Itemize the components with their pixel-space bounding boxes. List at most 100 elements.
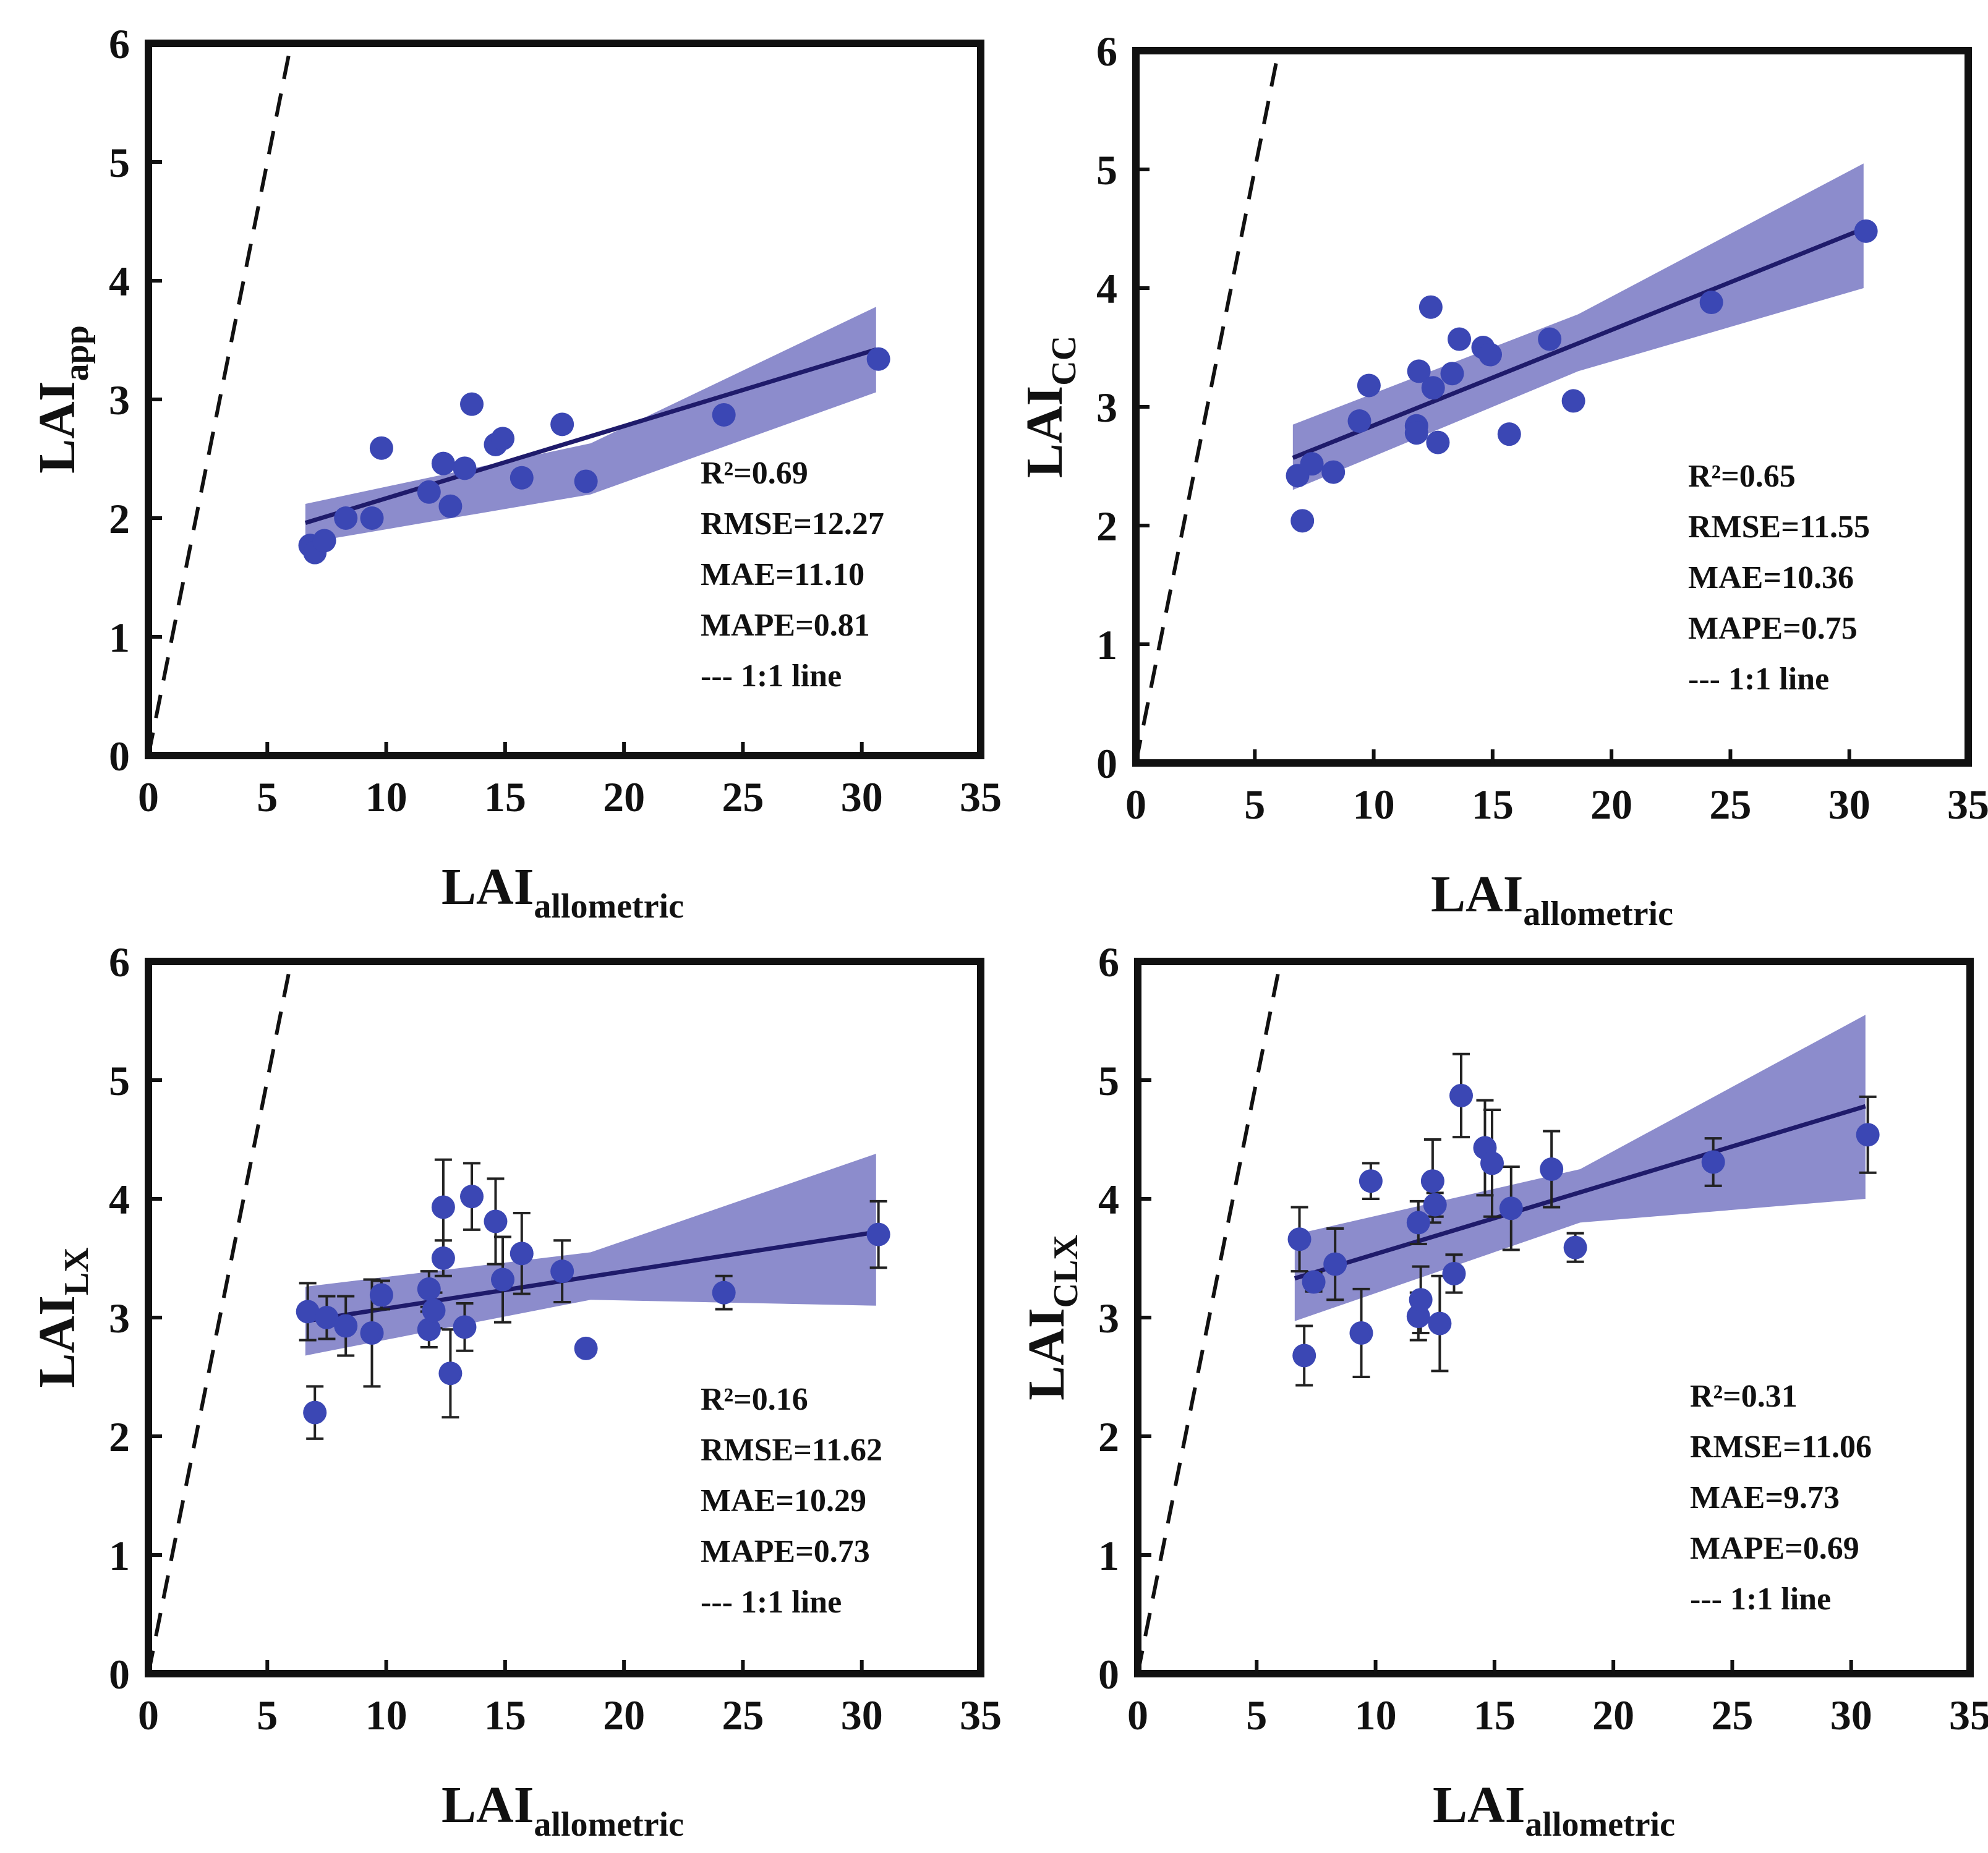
data-point — [866, 347, 890, 371]
stats-line: MAE=10.36 — [1688, 560, 1854, 595]
data-point — [1701, 1150, 1725, 1174]
data-point — [1448, 327, 1472, 351]
data-point — [1302, 1270, 1326, 1294]
data-point — [1426, 430, 1450, 454]
x-axis-label: LAIallometric — [442, 1776, 684, 1844]
x-tick-label: 5 — [1244, 781, 1265, 828]
y-axis-label: LAICLX — [1018, 1235, 1085, 1400]
x-tick-label: 30 — [1828, 781, 1871, 828]
data-point — [438, 1361, 463, 1386]
plot-area — [148, 961, 890, 1674]
stats-line: MAE=10.29 — [701, 1483, 866, 1519]
data-point — [422, 1298, 446, 1323]
x-tick-label: 35 — [960, 1692, 1002, 1739]
y-tick-label: 4 — [109, 258, 130, 305]
y-tick-label: 3 — [1096, 384, 1117, 431]
data-point — [334, 506, 358, 530]
panel-bottom-left: 0 5 10 15 20 25 30 350123456LAILXLAIallometricR… — [28, 939, 1002, 1844]
data-point — [431, 451, 455, 475]
y-tick-label: 3 — [109, 377, 130, 424]
data-point — [712, 1280, 736, 1305]
x-tick-label: 0 — [1127, 1692, 1148, 1739]
x-tick-label: 35 — [1947, 781, 1988, 828]
data-point — [1418, 295, 1443, 319]
confidence-band — [305, 307, 876, 543]
y-axis-label-main: LAI — [1018, 1308, 1075, 1400]
regression-line — [305, 1230, 877, 1324]
y-tick-label: 2 — [1096, 503, 1117, 550]
data-point — [1497, 422, 1521, 446]
confidence-band — [1294, 1015, 1866, 1321]
data-point — [1480, 1151, 1504, 1175]
data-point — [1421, 376, 1445, 400]
y-axis-label: LAIapp — [28, 325, 96, 474]
y-tick-label: 4 — [109, 1176, 130, 1223]
y-tick-label: 6 — [1096, 28, 1117, 75]
data-point — [453, 1315, 477, 1339]
stats-line: --- 1:1 line — [1690, 1582, 1831, 1617]
y-tick-label: 1 — [1098, 1532, 1119, 1579]
panel-top-right: 0 5 10 15 20 25 30 350123456LAICCLAIallometricR… — [1016, 28, 1988, 933]
y-tick-label: 6 — [109, 939, 130, 986]
stats-line: R²=0.16 — [701, 1382, 808, 1417]
panel-top-left: 0 5 10 15 20 25 30 350123456LAIappLAIallometric… — [28, 20, 1002, 926]
data-point — [1406, 1211, 1430, 1235]
y-tick-label: 6 — [109, 20, 130, 67]
data-point — [1287, 1227, 1312, 1251]
data-point — [1499, 1196, 1523, 1220]
data-point — [453, 456, 477, 480]
y-axis-label-main: LAI — [1016, 386, 1073, 478]
stats-line: R²=0.31 — [1690, 1379, 1798, 1414]
y-tick-label: 4 — [1096, 265, 1117, 312]
data-point — [360, 1321, 384, 1345]
confidence-band — [305, 1154, 876, 1356]
x-tick-label: 0 — [138, 773, 159, 820]
data-point — [315, 1306, 339, 1329]
data-point — [712, 403, 736, 427]
x-axis-label-sub: allometric — [1525, 1805, 1675, 1844]
data-point — [417, 480, 441, 504]
stats-line: --- 1:1 line — [701, 658, 842, 694]
axes-frame — [1132, 47, 1972, 767]
stats-line: R²=0.65 — [1688, 459, 1796, 494]
stats-line: MAPE=0.73 — [701, 1534, 870, 1569]
y-tick-label: 5 — [109, 139, 130, 186]
data-point — [1449, 1083, 1474, 1107]
x-axis-label: LAIallometric — [1433, 1776, 1675, 1844]
y-tick-label: 0 — [109, 1651, 130, 1698]
data-point — [510, 466, 534, 490]
data-point — [1323, 1252, 1347, 1276]
one-to-one-line — [1136, 51, 1281, 763]
panel-bottom-right: 0 5 10 15 20 25 30 350123456LAICLXLAIallometric… — [1018, 939, 1988, 1844]
data-point — [1538, 327, 1562, 351]
x-tick-label: 35 — [960, 773, 1002, 820]
data-point — [431, 1246, 455, 1270]
stats-line: RMSE=11.06 — [1690, 1429, 1872, 1465]
data-point — [312, 529, 336, 553]
stats-line: MAPE=0.69 — [1690, 1531, 1859, 1566]
data-point — [1561, 389, 1585, 413]
regression-line — [304, 347, 877, 526]
x-tick-label: 15 — [484, 773, 526, 820]
data-point — [1357, 373, 1381, 398]
y-axis-label-main: LAI — [28, 381, 86, 473]
x-tick-label: 30 — [841, 773, 883, 820]
stats-line: MAPE=0.81 — [701, 608, 870, 643]
x-axis-label-sub: allometric — [534, 887, 684, 926]
x-axis-label-main: LAI — [442, 1776, 534, 1834]
data-point — [1854, 219, 1878, 243]
plot-area — [1138, 961, 1880, 1674]
y-tick-label: 1 — [109, 1532, 130, 1579]
y-tick-label: 3 — [1098, 1295, 1119, 1342]
data-point — [1699, 291, 1723, 315]
data-point — [484, 1209, 508, 1233]
data-point — [360, 506, 384, 530]
x-tick-label: 25 — [1709, 781, 1751, 828]
y-tick-label: 0 — [1098, 1651, 1119, 1698]
y-tick-label: 1 — [1096, 621, 1117, 668]
data-point — [866, 1222, 890, 1246]
data-point — [574, 1336, 598, 1360]
one-to-one-line — [1138, 961, 1282, 1674]
x-tick-label: 0 — [138, 1692, 159, 1739]
x-tick-label: 25 — [722, 1692, 764, 1739]
